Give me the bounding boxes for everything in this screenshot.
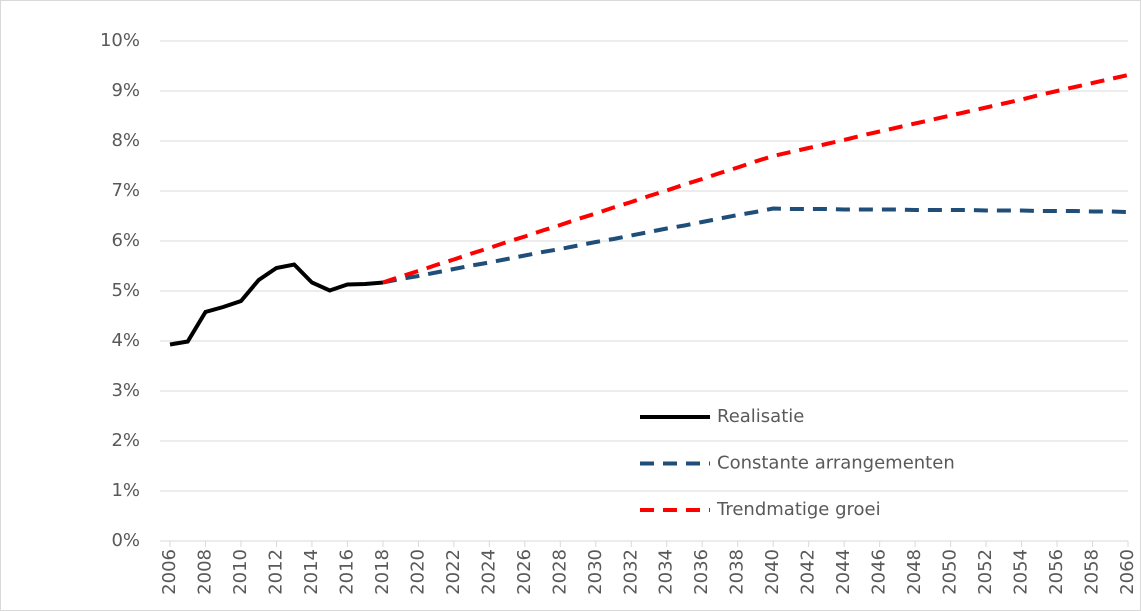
x-tick-label: 2026	[514, 549, 535, 595]
series-line	[382, 206, 1129, 285]
x-tick-label: 2034	[656, 549, 677, 595]
y-tick-label: 1%	[111, 480, 140, 501]
x-tick-label: 2056	[1046, 549, 1067, 595]
x-tick-label: 2048	[904, 549, 925, 595]
x-tick-label: 2018	[372, 549, 393, 595]
y-tick-label: 4%	[111, 330, 140, 351]
x-tick-label: 2030	[585, 549, 606, 595]
x-tick-label: 2010	[230, 549, 251, 595]
y-tick-label: 0%	[111, 530, 140, 551]
y-tick-label: 7%	[111, 180, 140, 201]
x-tick-label: 2060	[1117, 549, 1138, 595]
y-tick-label: 6%	[111, 230, 140, 251]
legend-label: Realisatie	[717, 406, 804, 427]
x-tick-label: 2020	[407, 549, 428, 595]
y-tick-label: 10%	[100, 30, 140, 51]
x-tick-label: 2042	[798, 549, 819, 595]
x-tick-label: 2038	[727, 549, 748, 595]
x-tick-label: 2050	[940, 549, 961, 595]
x-tick-label: 2046	[869, 549, 890, 595]
legend-label: Trendmatige groei	[716, 499, 881, 520]
x-tick-label: 2008	[194, 549, 215, 595]
x-tick-label: 2052	[975, 549, 996, 595]
y-tick-label: 8%	[111, 130, 140, 151]
y-tick-label: 2%	[111, 430, 140, 451]
x-tick-label: 2040	[762, 549, 783, 595]
x-tick-label: 2012	[265, 549, 286, 595]
series-line	[382, 73, 1129, 285]
x-tick-label: 2058	[1082, 549, 1103, 595]
x-tick-label: 2032	[620, 549, 641, 595]
x-tick-label: 2028	[549, 549, 570, 595]
x-tick-label: 2036	[691, 549, 712, 595]
y-tick-label: 5%	[111, 280, 140, 301]
x-tick-label: 2054	[1011, 549, 1032, 595]
x-tick-label: 2024	[478, 549, 499, 595]
y-tick-label: 9%	[111, 80, 140, 101]
x-tick-label: 2022	[443, 549, 464, 595]
x-tick-label: 2016	[336, 549, 357, 595]
series-line	[169, 262, 384, 347]
legend-label: Constante arrangementen	[717, 453, 955, 474]
x-tick-label: 2014	[301, 549, 322, 595]
x-tick-label: 2044	[833, 549, 854, 595]
y-tick-label: 3%	[111, 380, 140, 401]
x-tick-label: 2006	[159, 549, 180, 595]
